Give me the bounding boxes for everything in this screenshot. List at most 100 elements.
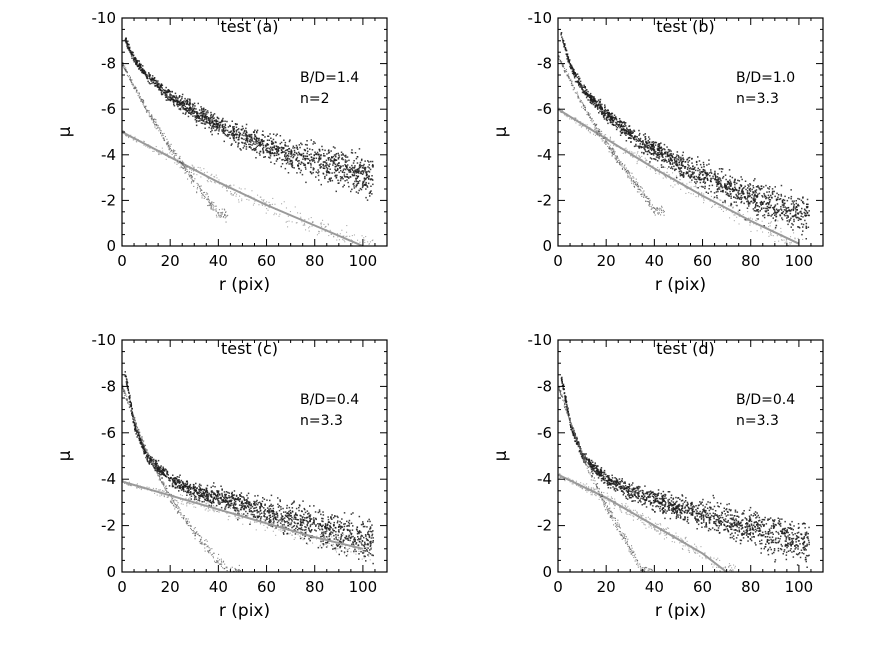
data-point	[705, 172, 707, 175]
data-point	[597, 134, 599, 136]
data-point	[594, 105, 596, 107]
data-point	[224, 130, 226, 132]
data-point	[169, 148, 171, 150]
data-point	[294, 206, 296, 208]
data-point	[189, 100, 191, 102]
data-point	[297, 212, 299, 214]
data-point	[206, 122, 208, 124]
data-point	[241, 503, 244, 505]
data-point	[666, 168, 668, 170]
data-point	[125, 71, 127, 73]
data-point	[172, 477, 174, 480]
data-point	[245, 138, 247, 140]
data-point	[608, 143, 610, 145]
data-point	[166, 142, 168, 144]
data-point	[233, 138, 235, 140]
data-point	[573, 68, 575, 71]
data-point	[126, 42, 129, 45]
data-point	[203, 168, 205, 170]
data-point	[643, 193, 645, 195]
data-point	[333, 235, 335, 237]
data-point	[774, 211, 776, 214]
data-point	[156, 127, 158, 129]
data-point	[599, 132, 601, 134]
data-point	[767, 214, 769, 217]
data-point	[263, 515, 265, 517]
data-point	[218, 209, 220, 211]
data-point	[783, 209, 786, 211]
data-point	[347, 181, 349, 184]
data-point	[298, 162, 300, 164]
data-point	[365, 188, 367, 190]
data-point	[217, 122, 219, 125]
data-point	[364, 239, 366, 241]
data-point	[698, 178, 700, 181]
data-point	[333, 162, 336, 164]
data-point	[366, 199, 369, 201]
data-point	[608, 112, 611, 115]
data-point	[596, 104, 598, 106]
data-point	[140, 67, 143, 69]
data-point	[795, 217, 798, 219]
data-point	[616, 156, 618, 158]
data-point	[329, 177, 331, 180]
data-point	[563, 43, 565, 45]
data-point	[336, 233, 338, 235]
data-point	[260, 139, 262, 141]
data-point	[362, 172, 365, 174]
data-point	[753, 223, 755, 225]
data-point	[562, 39, 564, 42]
data-point	[331, 179, 334, 182]
data-point	[124, 69, 126, 71]
data-point	[615, 117, 618, 120]
data-point	[126, 45, 128, 47]
data-point	[677, 166, 680, 169]
data-point	[326, 169, 328, 171]
data-point	[131, 57, 133, 59]
data-point	[622, 121, 624, 124]
data-point	[734, 189, 737, 191]
data-point	[801, 233, 803, 236]
data-point	[561, 110, 563, 112]
data-point	[154, 124, 156, 126]
data-point	[186, 102, 188, 104]
data-point	[139, 96, 141, 98]
data-point	[786, 214, 788, 217]
data-point	[296, 146, 298, 148]
data-point	[621, 165, 623, 167]
data-point	[145, 73, 147, 75]
data-point	[203, 115, 206, 117]
data-point	[753, 198, 755, 201]
data-point	[695, 185, 697, 187]
data-point	[680, 188, 682, 190]
data-points	[122, 37, 374, 246]
data-point	[171, 95, 174, 97]
data-point	[728, 186, 730, 188]
data-point	[642, 142, 644, 144]
data-point	[658, 144, 661, 146]
data-point	[630, 134, 632, 137]
data-point	[143, 100, 145, 102]
data-point	[163, 137, 165, 139]
data-point	[660, 214, 662, 216]
data-point	[224, 127, 227, 129]
data-point	[756, 210, 758, 212]
data-point	[361, 173, 364, 175]
data-point	[652, 148, 655, 150]
data-point	[759, 202, 762, 204]
data-point	[653, 158, 655, 160]
data-point	[258, 141, 260, 144]
data-point	[235, 195, 237, 197]
data-point	[179, 167, 181, 169]
data-point	[752, 186, 755, 189]
data-point	[350, 190, 352, 193]
data-point	[299, 146, 301, 149]
data-point	[786, 210, 788, 212]
data-point	[793, 218, 795, 221]
data-point	[358, 148, 361, 150]
data-point	[778, 240, 780, 242]
data-point	[757, 205, 759, 207]
data-point	[158, 87, 160, 89]
data-point	[306, 158, 309, 160]
data-point	[631, 152, 633, 154]
